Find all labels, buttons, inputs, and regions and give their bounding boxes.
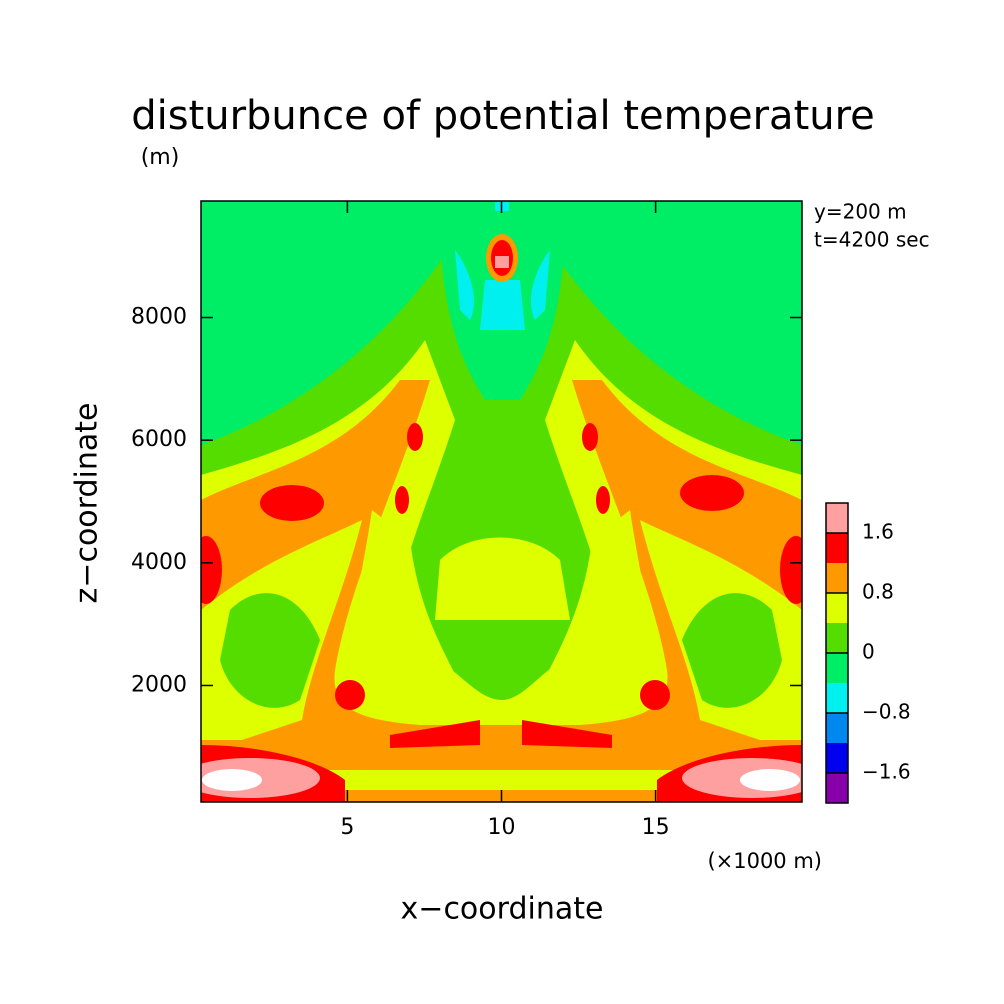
colorbar-band [826, 533, 848, 563]
contour-region [495, 256, 509, 268]
colorbar-tick-label: 1.6 [862, 520, 894, 544]
contour-region [201, 770, 802, 790]
colorbar-band [826, 503, 848, 533]
y-unit: (m) [141, 145, 180, 170]
colorbar-band [826, 563, 848, 593]
contour-region [435, 537, 570, 620]
colorbar-band [826, 683, 848, 713]
colorbar-band [826, 593, 848, 623]
colorbar-band [826, 773, 848, 803]
contour-region [582, 423, 598, 451]
colorbar-band [826, 713, 848, 743]
x-tick-label: 10 [488, 815, 516, 840]
colorbar-band [826, 653, 848, 683]
contour-region [640, 680, 670, 710]
colorbar-tick-label: −0.8 [862, 700, 911, 724]
contour-region [395, 486, 409, 514]
contour-region [780, 536, 802, 604]
contour-region [220, 593, 782, 708]
colorbar-band [826, 623, 848, 653]
colorbar-tick-label: −1.6 [862, 760, 911, 784]
y-axis-label: z−coordinate [70, 403, 105, 604]
contour-region [349, 510, 653, 705]
contour-region [740, 769, 800, 791]
contour-region [202, 769, 262, 791]
x-tick-label: 15 [642, 815, 670, 840]
contour-region [680, 475, 744, 511]
contour-region [455, 250, 550, 330]
annotation: t=4200 sec [814, 228, 930, 252]
contour-region [260, 485, 324, 521]
contour-region [596, 486, 610, 514]
contour-field [201, 201, 802, 802]
contour-region [335, 680, 365, 710]
y-tick-label: 2000 [131, 672, 187, 697]
contour-region [407, 423, 423, 451]
contour-region [201, 536, 222, 604]
colorbar-tick-label: 0.8 [862, 580, 894, 604]
y-tick-label: 4000 [131, 550, 187, 575]
contour-region [390, 720, 612, 748]
colorbar-band [826, 743, 848, 773]
contour-region [201, 380, 802, 802]
y-tick-label: 6000 [131, 427, 187, 452]
chart-title: disturbunce of potential temperature [131, 93, 875, 139]
x-tick-label: 5 [340, 815, 354, 840]
y-tick-label: 8000 [131, 305, 187, 330]
annotation: y=200 m [814, 200, 907, 224]
colorbar-tick-label: 0 [862, 640, 875, 664]
x-unit: (×1000 m) [707, 849, 822, 873]
x-axis-label: x−coordinate [401, 892, 604, 927]
